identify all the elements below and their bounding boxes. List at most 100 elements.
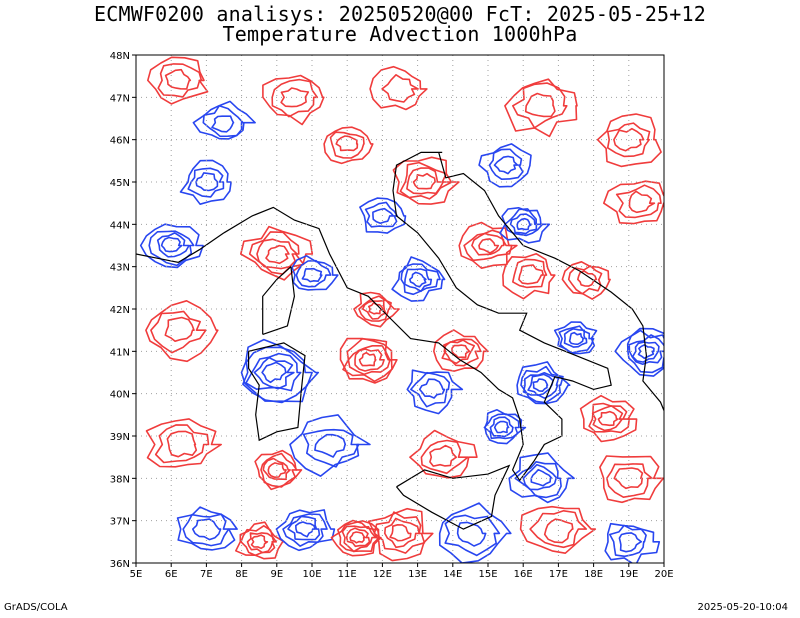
contour-line <box>502 253 556 300</box>
contour-line <box>488 148 524 180</box>
contour-line <box>520 365 564 404</box>
latitude-axis: 36N 37N 38N 39N 40N 41N 42N 43N 44N 45N 46N 47N 48N <box>110 51 136 570</box>
contour-line <box>628 334 664 365</box>
contour-line <box>458 221 518 269</box>
contour-line <box>291 255 339 291</box>
contour-line <box>508 452 575 504</box>
contour-line <box>154 424 210 464</box>
lon-tick-label: 11E <box>338 569 357 580</box>
contour-line <box>604 522 661 563</box>
lat-tick-label: 37N <box>110 517 130 528</box>
contour-line <box>275 509 336 552</box>
contour-line <box>532 378 549 392</box>
contour-line <box>361 299 387 320</box>
contour-line <box>433 329 489 372</box>
contour-line <box>553 321 598 355</box>
contour-line <box>489 416 514 438</box>
contour-line <box>409 429 478 479</box>
contour-line <box>314 433 347 458</box>
contour-line <box>179 159 232 205</box>
contour-line <box>603 180 664 225</box>
lat-tick-label: 46N <box>110 136 130 147</box>
lat-tick-label: 47N <box>110 93 130 104</box>
contour-line <box>246 532 275 554</box>
contour-line <box>240 225 314 281</box>
contour-line <box>626 329 664 374</box>
contour-line <box>511 82 568 129</box>
lat-tick-label: 42N <box>110 305 130 316</box>
contour-line <box>606 463 653 498</box>
contour-line <box>176 506 238 551</box>
contour-line <box>577 270 598 287</box>
lat-tick-label: 41N <box>110 347 130 358</box>
contour-line <box>511 258 548 289</box>
lon-tick-label: 10E <box>302 569 321 580</box>
contour-line <box>157 63 203 98</box>
contour-line <box>429 444 458 467</box>
contour-line <box>150 310 207 354</box>
contour-line <box>164 316 195 342</box>
contour-line <box>543 518 574 544</box>
contour-line <box>202 105 244 138</box>
contour-line <box>561 261 611 300</box>
contour-line <box>261 361 287 384</box>
longitude-axis: 5E 6E 7E 8E 9E 10E 11E 12E 13E 14E 15E 16E 17E 18E 19E… <box>130 563 674 580</box>
lon-tick-label: 18E <box>584 569 603 580</box>
contour-line <box>339 337 393 384</box>
contour-line <box>156 232 190 258</box>
contour-line <box>567 265 603 295</box>
contour-line <box>409 271 427 288</box>
contour-line <box>493 155 519 175</box>
lon-tick-label: 13E <box>408 569 427 580</box>
sicily-coast <box>396 464 511 530</box>
graticule <box>136 55 664 563</box>
contour-line <box>164 68 192 90</box>
contour-line <box>354 348 385 372</box>
lon-tick-label: 16E <box>514 569 533 580</box>
contour-line <box>240 338 320 403</box>
contour-line <box>280 87 310 108</box>
lat-tick-label: 48N <box>110 51 130 62</box>
contour-line <box>530 468 553 487</box>
contour-line <box>250 534 269 550</box>
contour-line <box>262 74 325 126</box>
contour-line <box>637 344 655 360</box>
lon-tick-label: 14E <box>443 569 462 580</box>
contour-line <box>342 338 398 383</box>
contour-line <box>444 514 501 557</box>
contour-line <box>381 74 419 103</box>
contour-line <box>289 414 371 477</box>
lon-tick-label: 8E <box>235 569 248 580</box>
contour-line <box>389 524 412 542</box>
contour-line <box>160 236 183 253</box>
contour-line <box>609 524 647 558</box>
contour-line <box>456 521 487 547</box>
lat-tick-label: 44N <box>110 220 130 231</box>
contour-line <box>267 462 287 478</box>
contour-line <box>295 521 316 538</box>
contour-line <box>514 461 562 499</box>
contour-line <box>404 268 433 293</box>
contour-line <box>260 452 298 488</box>
footer-timestamp: 2025-05-20-10:04 <box>697 602 788 613</box>
contour-line <box>516 217 533 231</box>
lon-tick-label: 7E <box>200 569 213 580</box>
contour-line <box>438 502 512 563</box>
contour-line <box>358 351 377 367</box>
contour-line <box>166 430 198 458</box>
contour-line <box>478 143 532 188</box>
contour-line <box>588 402 630 434</box>
contour-line <box>391 256 446 302</box>
lon-tick-label: 19E <box>619 569 638 580</box>
contour-line <box>524 92 556 118</box>
contour-line <box>597 410 619 427</box>
contour-line <box>406 369 464 415</box>
contour-line <box>418 378 446 399</box>
lon-tick-label: 17E <box>549 569 568 580</box>
contour-line <box>471 232 505 256</box>
contour-line <box>282 513 328 547</box>
footer-credit: GrADS/COLA <box>4 602 68 613</box>
contour-line <box>349 531 366 544</box>
lon-tick-label: 5E <box>130 569 143 580</box>
